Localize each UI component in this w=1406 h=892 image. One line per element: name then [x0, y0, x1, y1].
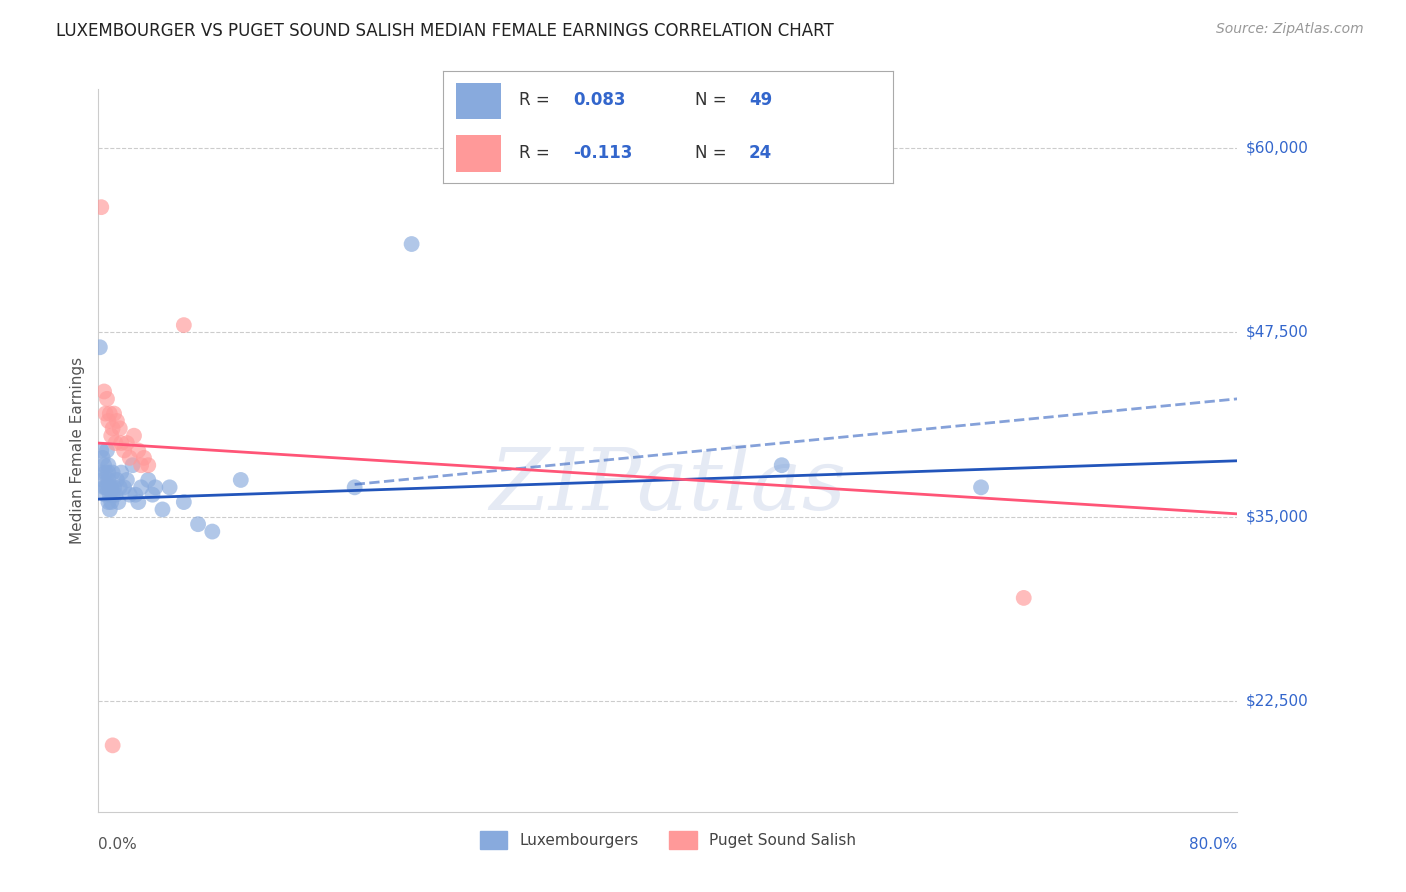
Point — [132, 450, 155, 465]
Point — [96, 392, 118, 406]
Point — [201, 524, 224, 539]
Point — [90, 466, 112, 480]
Point — [127, 495, 149, 509]
Point — [121, 458, 143, 473]
Legend: Luxembourgers, Puget Sound Salish: Luxembourgers, Puget Sound Salish — [474, 825, 862, 855]
Text: -0.113: -0.113 — [574, 144, 633, 161]
Text: 80.0%: 80.0% — [1189, 837, 1237, 852]
Point — [103, 480, 125, 494]
Point — [115, 436, 138, 450]
Point — [93, 480, 115, 494]
Text: 0.083: 0.083 — [574, 91, 626, 110]
Point — [101, 466, 124, 480]
Point — [173, 318, 195, 332]
Point — [122, 428, 145, 442]
FancyBboxPatch shape — [457, 83, 502, 120]
Point — [91, 450, 114, 465]
Text: ZIPatlas: ZIPatlas — [489, 445, 846, 528]
Point — [94, 466, 117, 480]
Text: $60,000: $60,000 — [1246, 141, 1309, 156]
Point — [107, 495, 129, 509]
Point — [100, 480, 122, 494]
Point — [90, 443, 112, 458]
Point — [101, 421, 124, 435]
Text: $22,500: $22,500 — [1246, 694, 1309, 708]
Point — [159, 480, 181, 494]
Point — [112, 480, 135, 494]
Text: R =: R = — [519, 91, 555, 110]
Point — [97, 458, 120, 473]
Point — [96, 480, 118, 494]
Text: 24: 24 — [749, 144, 772, 161]
Point — [97, 473, 120, 487]
FancyBboxPatch shape — [457, 135, 502, 171]
Point — [127, 443, 149, 458]
Point — [118, 450, 141, 465]
Point — [103, 407, 125, 421]
Point — [105, 414, 128, 428]
Point — [97, 466, 120, 480]
Text: N =: N = — [695, 91, 731, 110]
Text: R =: R = — [519, 144, 555, 161]
Point — [115, 473, 138, 487]
Point — [145, 480, 167, 494]
Point — [94, 407, 117, 421]
Text: $47,500: $47,500 — [1246, 325, 1309, 340]
Point — [98, 502, 121, 516]
Text: LUXEMBOURGER VS PUGET SOUND SALISH MEDIAN FEMALE EARNINGS CORRELATION CHART: LUXEMBOURGER VS PUGET SOUND SALISH MEDIA… — [56, 22, 834, 40]
Point — [94, 488, 117, 502]
Point — [129, 458, 152, 473]
Point — [98, 480, 121, 494]
Point — [770, 458, 793, 473]
Point — [97, 495, 120, 509]
Point — [98, 488, 121, 502]
Point — [105, 473, 128, 487]
Point — [91, 473, 114, 487]
Point — [118, 488, 141, 502]
Point — [1012, 591, 1035, 605]
Point — [173, 495, 195, 509]
Point — [152, 502, 174, 516]
Point — [110, 466, 132, 480]
Point — [112, 443, 135, 458]
Y-axis label: Median Female Earnings: Median Female Earnings — [69, 357, 84, 544]
Point — [98, 407, 121, 421]
Point — [97, 414, 120, 428]
Text: $35,000: $35,000 — [1246, 509, 1309, 524]
Point — [136, 458, 159, 473]
Point — [100, 428, 122, 442]
Text: 49: 49 — [749, 91, 772, 110]
Point — [136, 473, 159, 487]
Point — [94, 480, 117, 494]
Point — [124, 488, 146, 502]
Point — [141, 488, 163, 502]
Point — [93, 384, 115, 399]
Point — [101, 488, 124, 502]
Point — [108, 480, 131, 494]
Point — [100, 495, 122, 509]
Point — [970, 480, 993, 494]
Point — [108, 421, 131, 435]
Point — [101, 739, 124, 753]
Point — [343, 480, 366, 494]
Point — [401, 237, 423, 252]
Point — [110, 436, 132, 450]
Point — [129, 480, 152, 494]
Point — [90, 200, 112, 214]
Point — [93, 458, 115, 473]
Text: Source: ZipAtlas.com: Source: ZipAtlas.com — [1216, 22, 1364, 37]
Point — [229, 473, 252, 487]
Point — [104, 488, 127, 502]
Text: 0.0%: 0.0% — [98, 837, 138, 852]
Point — [104, 436, 127, 450]
Point — [187, 517, 209, 532]
Point — [89, 340, 111, 354]
Text: N =: N = — [695, 144, 731, 161]
Point — [96, 443, 118, 458]
